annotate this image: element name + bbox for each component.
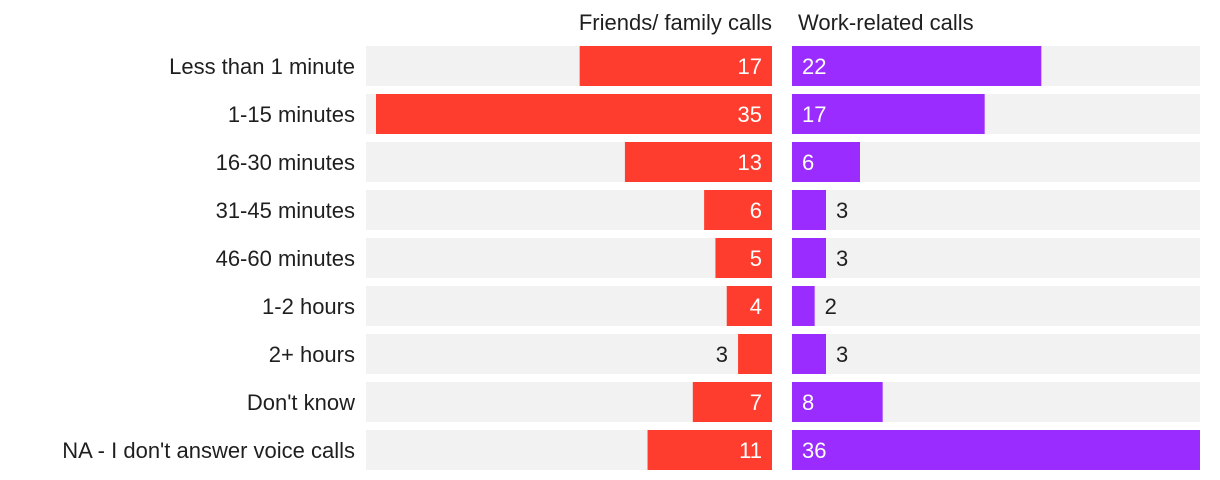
category-label: 2+ hours bbox=[269, 342, 355, 367]
friends-family-value: 4 bbox=[750, 294, 762, 319]
friends-family-bar bbox=[726, 286, 772, 326]
work-related-value: 6 bbox=[802, 150, 814, 175]
work-related-value: 17 bbox=[802, 102, 826, 127]
left-track bbox=[366, 238, 772, 278]
friends-family-bar bbox=[715, 238, 772, 278]
right-track bbox=[792, 190, 1200, 230]
work-related-value: 36 bbox=[802, 438, 826, 463]
work-related-bar bbox=[792, 430, 1200, 470]
category-label: 1-2 hours bbox=[262, 294, 355, 319]
left-track bbox=[366, 334, 772, 374]
work-related-value: 3 bbox=[836, 198, 848, 223]
work-related-value: 22 bbox=[802, 54, 826, 79]
friends-family-value: 35 bbox=[738, 102, 762, 127]
category-label: NA - I don't answer voice calls bbox=[62, 438, 355, 463]
work-related-bar bbox=[792, 334, 826, 374]
work-related-bar bbox=[792, 238, 826, 278]
friends-family-header: Friends/ family calls bbox=[579, 10, 772, 35]
work-related-header: Work-related calls bbox=[798, 10, 974, 35]
category-label: 46-60 minutes bbox=[216, 246, 355, 271]
work-related-bar bbox=[792, 190, 826, 230]
category-label: Don't know bbox=[247, 390, 355, 415]
right-track bbox=[792, 286, 1200, 326]
friends-family-bar bbox=[647, 430, 772, 470]
category-label: 16-30 minutes bbox=[216, 150, 355, 175]
category-label: 31-45 minutes bbox=[216, 198, 355, 223]
friends-family-bar bbox=[692, 382, 772, 422]
friends-family-bar bbox=[738, 334, 772, 374]
work-related-bar bbox=[792, 382, 883, 422]
friends-family-value: 13 bbox=[738, 150, 762, 175]
left-track bbox=[366, 286, 772, 326]
right-track bbox=[792, 238, 1200, 278]
work-related-bar bbox=[792, 286, 815, 326]
category-label: Less than 1 minute bbox=[169, 54, 355, 79]
work-related-bar bbox=[792, 142, 860, 182]
friends-family-value: 17 bbox=[738, 54, 762, 79]
friends-family-bar bbox=[579, 46, 772, 86]
work-related-value: 2 bbox=[825, 294, 837, 319]
work-related-bar bbox=[792, 46, 1042, 86]
chart-rows: Less than 1 minute 17 221-15 minutes 35 1716… bbox=[62, 46, 1200, 470]
friends-family-bar bbox=[624, 142, 772, 182]
category-label: 1-15 minutes bbox=[228, 102, 355, 127]
friends-family-value: 5 bbox=[750, 246, 762, 271]
friends-family-value: 7 bbox=[750, 390, 762, 415]
work-related-value: 3 bbox=[836, 342, 848, 367]
friends-family-bar bbox=[376, 94, 772, 134]
work-related-bar bbox=[792, 94, 985, 134]
work-related-value: 8 bbox=[802, 390, 814, 415]
right-track bbox=[792, 334, 1200, 374]
work-related-value: 3 bbox=[836, 246, 848, 271]
friends-family-bar bbox=[704, 190, 772, 230]
friends-family-value: 3 bbox=[716, 342, 728, 367]
friends-family-value: 6 bbox=[750, 198, 762, 223]
friends-family-value: 11 bbox=[739, 438, 762, 463]
